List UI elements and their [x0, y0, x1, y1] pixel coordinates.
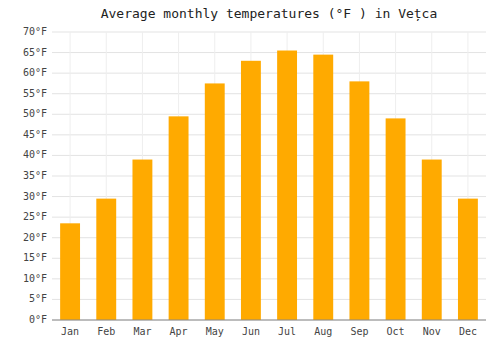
bar [313, 55, 333, 320]
y-grid-line [52, 196, 486, 197]
x-tick-label: Oct [387, 326, 405, 337]
bar [277, 51, 297, 320]
y-grid-line [52, 155, 486, 156]
bar [349, 81, 369, 320]
y-tick-label: 10°F [23, 273, 47, 284]
y-grid-line [52, 278, 486, 279]
bar [205, 83, 225, 320]
chart-container: 0°F 5°F 10°F 15°F 20°F 25°F 30°F 35°F 40°F 45°F 50… [0, 0, 500, 350]
x-tick-label: Jun [242, 326, 260, 337]
bars [60, 51, 478, 320]
x-tick-label: Apr [170, 326, 188, 337]
x-tick-label: Dec [459, 326, 477, 337]
bar [169, 116, 189, 320]
x-tick-label: Sep [350, 326, 368, 337]
y-grid-line [52, 73, 486, 74]
y-grid-line [52, 299, 486, 300]
y-tick-label: 25°F [23, 211, 47, 222]
x-tick-label: Jul [278, 326, 296, 337]
y-grid-line [52, 217, 486, 218]
bar [386, 118, 406, 320]
y-grid-line [52, 134, 486, 135]
y-tick-label: 55°F [23, 88, 47, 99]
x-axis-line [52, 320, 486, 321]
bar [96, 199, 116, 320]
x-tick-label: Nov [423, 326, 441, 337]
y-tick-label: 20°F [23, 232, 47, 243]
bar [422, 160, 442, 320]
y-tick-label: 35°F [23, 170, 47, 181]
y-tick-label: 65°F [23, 47, 47, 58]
y-grid-line [52, 320, 486, 321]
y-tick-label: 0°F [29, 314, 47, 325]
x-tick-label: Mar [133, 326, 151, 337]
x-tick-label: Feb [97, 326, 115, 337]
y-tick-label: 5°F [29, 293, 47, 304]
x-tick-label: Aug [314, 326, 332, 337]
y-tick-label: 30°F [23, 191, 47, 202]
y-tick-label: 70°F [23, 26, 47, 37]
bar [241, 61, 261, 320]
y-grid-line [52, 114, 486, 115]
x-axis: Jan Feb Mar Apr May Jun Jul Aug Sep Oct Nov Dec [61, 326, 477, 337]
y-grid-line [52, 237, 486, 238]
title: Average monthly temperatures (°F ) in Ve… [101, 6, 438, 22]
bar [60, 223, 80, 320]
bar [132, 160, 152, 320]
chart: 0°F 5°F 10°F 15°F 20°F 25°F 30°F 35°F 40°F 45°F 50… [0, 0, 500, 350]
y-tick-label: 50°F [23, 108, 47, 119]
x-tick-label: Jan [61, 326, 79, 337]
y-grid-line [52, 32, 486, 33]
y-axis: 0°F 5°F 10°F 15°F 20°F 25°F 30°F 35°F 40°F 45°F 50… [23, 26, 47, 325]
x-tick-label: May [206, 326, 224, 337]
y-tick-label: 60°F [23, 67, 47, 78]
y-grid-line [52, 93, 486, 94]
bar [458, 199, 478, 320]
y-grid-line [52, 176, 486, 177]
y-grid-line [52, 258, 486, 259]
y-tick-label: 45°F [23, 129, 47, 140]
y-tick-label: 40°F [23, 149, 47, 160]
y-grid-line [52, 52, 486, 53]
y-tick-label: 15°F [23, 252, 47, 263]
grid [52, 32, 486, 320]
